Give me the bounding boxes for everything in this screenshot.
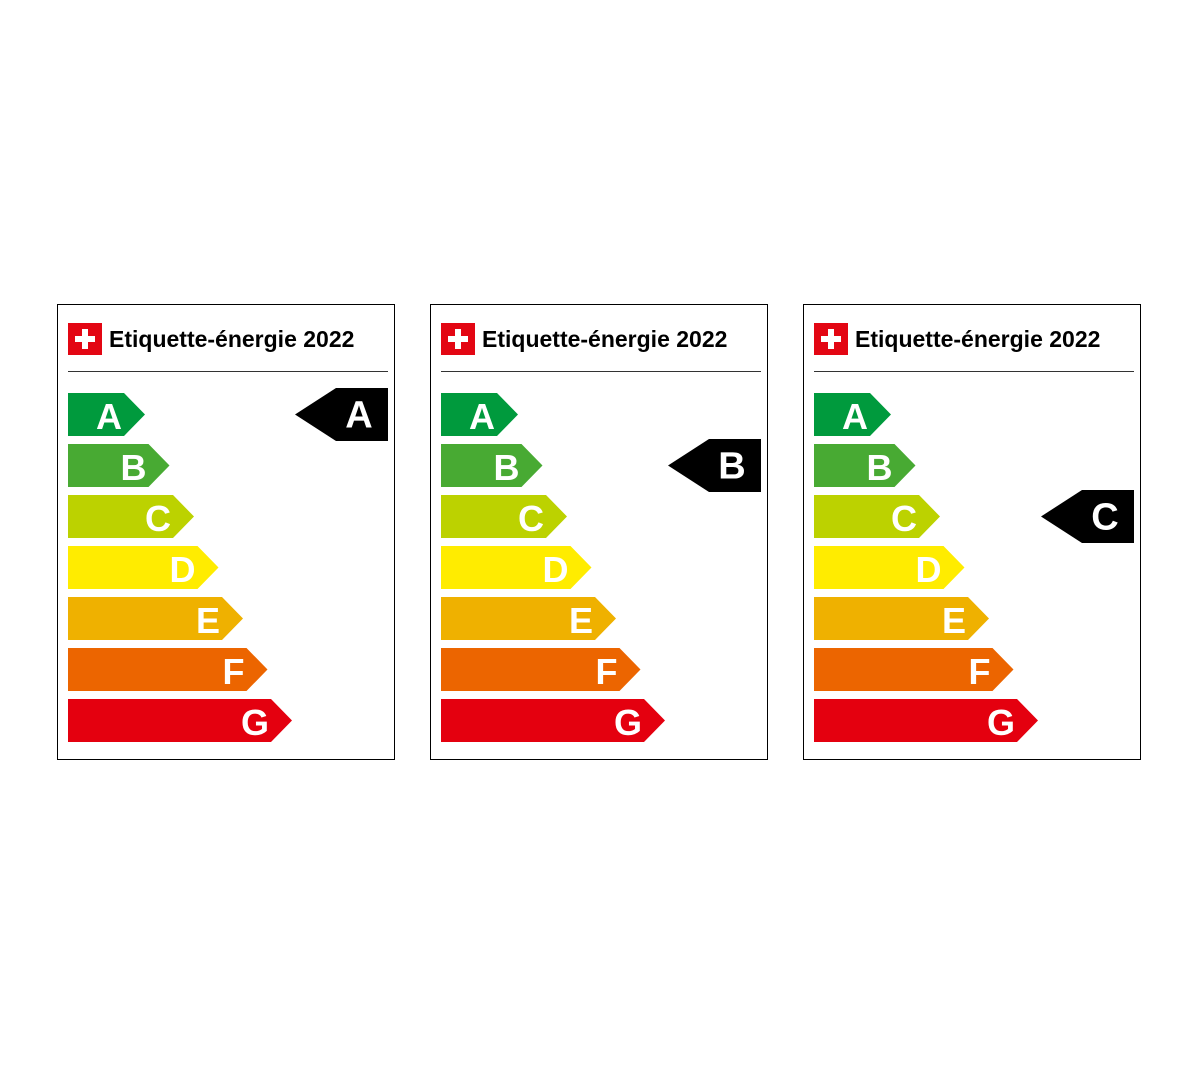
class-letter: B — [494, 447, 520, 488]
class-bar — [441, 495, 567, 538]
class-letter: B — [867, 447, 893, 488]
class-arrow-a: A — [814, 393, 891, 437]
class-bar — [814, 648, 1014, 691]
rating-arrow: C — [1041, 490, 1134, 543]
class-bar — [814, 597, 989, 640]
class-bar — [441, 597, 616, 640]
label-title: Etiquette-énergie 2022 — [109, 326, 355, 352]
class-arrow-b: B — [814, 444, 916, 488]
class-bar — [814, 546, 965, 589]
class-bar — [68, 597, 243, 640]
class-arrow-c: C — [68, 495, 194, 539]
class-letter: E — [569, 600, 593, 641]
class-letter: A — [842, 396, 868, 437]
class-arrow-c: C — [814, 495, 940, 539]
class-arrow-a: A — [441, 393, 518, 437]
class-letter: B — [121, 447, 147, 488]
class-arrow-b: B — [441, 444, 543, 488]
class-arrow-g: G — [68, 699, 292, 743]
swiss-flag-icon — [441, 323, 475, 355]
class-bar — [441, 546, 592, 589]
class-arrow-f: F — [68, 648, 268, 692]
class-bar — [814, 699, 1038, 742]
class-bar — [68, 648, 268, 691]
class-arrow-a: A — [68, 393, 145, 437]
rating-arrow-shape — [1041, 490, 1134, 543]
class-arrow-d: D — [441, 546, 592, 590]
swiss-flag-icon — [68, 323, 102, 355]
class-arrow-e: E — [814, 597, 989, 641]
class-letter: D — [170, 549, 196, 590]
class-letter: F — [596, 651, 618, 692]
class-bar — [814, 393, 891, 436]
label-title: Etiquette-énergie 2022 — [482, 326, 728, 352]
rating-letter: A — [345, 395, 372, 437]
class-letter: G — [987, 702, 1015, 743]
class-arrow-d: D — [68, 546, 219, 590]
class-bar — [441, 648, 641, 691]
label-title: Etiquette-énergie 2022 — [855, 326, 1101, 352]
rating-letter: B — [718, 446, 745, 488]
header-divider — [68, 371, 388, 372]
rating-arrow-shape — [295, 388, 388, 441]
rating-letter: C — [1091, 497, 1118, 539]
class-letter: D — [916, 549, 942, 590]
class-letter: F — [969, 651, 991, 692]
class-letter: A — [96, 396, 122, 437]
class-arrow-e: E — [441, 597, 616, 641]
class-bar — [68, 546, 219, 589]
class-letter: E — [942, 600, 966, 641]
class-arrow-g: G — [441, 699, 665, 743]
class-bar — [68, 393, 145, 436]
class-bar — [441, 393, 518, 436]
class-arrow-f: F — [814, 648, 1014, 692]
class-arrow-d: D — [814, 546, 965, 590]
class-letter: F — [223, 651, 245, 692]
class-bar — [68, 699, 292, 742]
class-letter: D — [543, 549, 569, 590]
class-letter: G — [614, 702, 642, 743]
class-arrow-c: C — [441, 495, 567, 539]
class-arrow-f: F — [441, 648, 641, 692]
class-letter: C — [891, 498, 917, 539]
class-letter: C — [518, 498, 544, 539]
rating-arrow: B — [668, 439, 761, 492]
class-letter: E — [196, 600, 220, 641]
rating-arrow: A — [295, 388, 388, 441]
class-letter: A — [469, 396, 495, 437]
header-divider — [441, 371, 761, 372]
class-letter: G — [241, 702, 269, 743]
class-bar — [68, 444, 170, 487]
class-bar — [441, 699, 665, 742]
class-arrow-e: E — [68, 597, 243, 641]
class-arrow-g: G — [814, 699, 1038, 743]
swiss-flag-icon — [814, 323, 848, 355]
class-bar — [441, 444, 543, 487]
class-arrow-b: B — [68, 444, 170, 488]
class-bar — [814, 495, 940, 538]
class-bar — [68, 495, 194, 538]
class-letter: C — [145, 498, 171, 539]
header-divider — [814, 371, 1134, 372]
class-bar — [814, 444, 916, 487]
rating-arrow-shape — [668, 439, 761, 492]
